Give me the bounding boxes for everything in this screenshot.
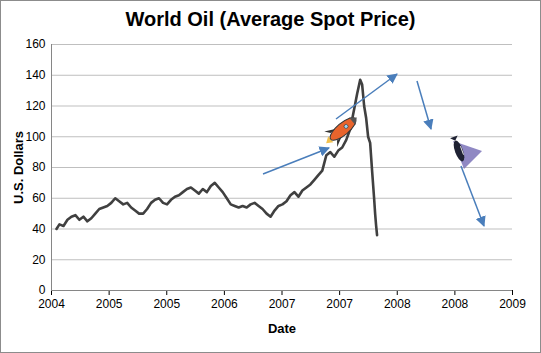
svg-text:2006: 2006 xyxy=(211,297,238,311)
svg-text:2007: 2007 xyxy=(326,297,353,311)
svg-text:Date: Date xyxy=(268,321,296,336)
svg-text:120: 120 xyxy=(25,99,45,113)
svg-text:2004: 2004 xyxy=(38,297,65,311)
svg-text:100: 100 xyxy=(25,130,45,144)
svg-text:0: 0 xyxy=(39,283,46,297)
svg-text:2005: 2005 xyxy=(96,297,123,311)
svg-text:20: 20 xyxy=(32,253,46,267)
svg-text:40: 40 xyxy=(32,222,46,236)
svg-text:2008: 2008 xyxy=(384,297,411,311)
svg-text:2005: 2005 xyxy=(153,297,180,311)
svg-text:160: 160 xyxy=(25,37,45,51)
svg-text:80: 80 xyxy=(32,160,46,174)
svg-text:2007: 2007 xyxy=(269,297,296,311)
svg-text:140: 140 xyxy=(25,68,45,82)
svg-text:60: 60 xyxy=(32,191,46,205)
svg-text:U.S. Dollars: U.S. Dollars xyxy=(11,131,26,204)
svg-text:2009: 2009 xyxy=(499,297,526,311)
svg-text:2008: 2008 xyxy=(442,297,469,311)
html-text:World Oil (Average Spot Price): World Oil (Average Spot Price) xyxy=(125,8,416,30)
